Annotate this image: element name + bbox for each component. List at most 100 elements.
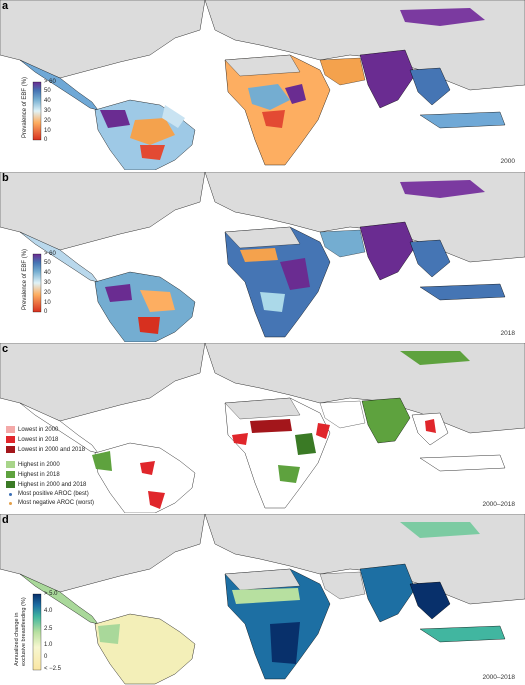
- legend-item: Most negative AROC (worst): [6, 500, 94, 506]
- colorbar-tick: 40: [44, 98, 51, 104]
- land-north-america: [0, 514, 206, 593]
- region-africa-red-sahel: [250, 419, 292, 433]
- panel-c: c Lowest in 2000 Lowest in 2018 Lowest i…: [0, 343, 525, 513]
- colorbar-tick: > 60: [44, 79, 56, 85]
- region-africa-north-grey: [224, 54, 301, 77]
- legend-swatch: [6, 481, 15, 488]
- region-south-america-orange: [140, 290, 175, 312]
- region-central-asia-purple: [400, 180, 485, 198]
- panel-b: b Prevalence of EBF (%) > 60 50 40 30 20…: [0, 172, 525, 342]
- region-south-america-orange: [130, 118, 175, 145]
- region-india: [359, 49, 416, 109]
- region-indonesia: [419, 283, 506, 301]
- land-south-america: [94, 442, 196, 513]
- region-africa-purple: [285, 84, 306, 104]
- legend-label: Highest in 2018: [18, 471, 60, 478]
- colorbar-tick: 1.0: [44, 642, 53, 648]
- legend-item: Lowest in 2000: [6, 426, 58, 433]
- region-central-asia-purple: [400, 8, 485, 26]
- colorbar-b: [32, 253, 42, 313]
- region-africa-blue: [248, 84, 290, 110]
- year-label-c: 2000–2018: [482, 501, 515, 508]
- region-middle-east: [319, 571, 366, 600]
- region-africa-sahel: [232, 588, 300, 604]
- region-africa-red-horn: [316, 423, 330, 439]
- panel-letter-c: c: [2, 343, 9, 355]
- colorbar-tick: 20: [44, 118, 51, 124]
- legend-swatch: [6, 471, 15, 478]
- region-south-america-lightblue: [162, 105, 185, 128]
- region-south-america-purple: [100, 110, 130, 128]
- land-eurasia: [204, 514, 525, 605]
- year-label-d: 2000–2018: [482, 674, 515, 681]
- region-southeast-asia: [409, 581, 451, 620]
- colorbar-tick: 2.5: [44, 626, 53, 632]
- land-north-america: [0, 0, 206, 79]
- region-central-asia-green: [400, 351, 470, 365]
- region-southeast-asia: [409, 239, 451, 278]
- legend-item: Highest in 2018: [6, 471, 60, 478]
- colorbar-tick: > 60: [44, 251, 56, 257]
- legend-label: Highest in 2000: [18, 461, 60, 468]
- legend-item: Most positive AROC (best): [6, 491, 89, 497]
- region-sa-red-1: [140, 461, 155, 475]
- colorbar-title-a: Prevalence of EBF (%): [22, 76, 28, 138]
- colorbar-tick: 30: [44, 280, 51, 286]
- colorbar-tick: < −2.5: [44, 666, 62, 672]
- land-mexico: [19, 231, 99, 283]
- region-africa-green-east: [295, 433, 316, 455]
- region-south-america-purple: [105, 284, 132, 302]
- panel-letter-b: b: [2, 172, 9, 184]
- region-southeast-asia: [409, 67, 451, 106]
- region-south-america-red: [140, 145, 165, 160]
- colorbar-d: [32, 593, 42, 671]
- legend-swatch: [6, 446, 15, 453]
- colorbar-tick: 20: [44, 290, 51, 296]
- region-central-asia: [400, 522, 480, 538]
- region-india-green: [361, 397, 411, 444]
- region-africa-green-south: [278, 465, 300, 483]
- colorbar-tick: 4.0: [44, 608, 53, 614]
- panel-letter-d: d: [2, 514, 9, 526]
- map-panel-c: [0, 343, 525, 513]
- land-eurasia: [204, 343, 525, 434]
- region-africa-north-grey: [224, 226, 301, 249]
- region-africa-red-west: [232, 433, 248, 445]
- legend-item: Highest in 2000: [6, 461, 60, 468]
- map-panel-b: [0, 172, 525, 342]
- region-indonesia: [419, 111, 506, 129]
- region-africa-north-grey: [224, 397, 301, 420]
- region-sa-green: [98, 624, 120, 644]
- map-panel-a: [0, 0, 525, 170]
- colorbar-tick: 10: [44, 300, 51, 306]
- legend-label: Most positive AROC (best): [18, 491, 89, 497]
- panel-d: d Annualized change in exclusive breastf…: [0, 514, 525, 685]
- colorbar-tick: 50: [44, 260, 51, 266]
- region-africa-red: [262, 110, 285, 128]
- region-indonesia: [419, 625, 506, 643]
- colorbar-tick: 50: [44, 88, 51, 94]
- legend-item: Lowest in 2018: [6, 436, 58, 443]
- colorbar-a: [32, 81, 42, 141]
- colorbar-title-b: Prevalence of EBF (%): [22, 248, 28, 310]
- legend-label: Lowest in 2000: [18, 426, 59, 433]
- land-africa: [224, 54, 331, 166]
- legend-swatch: [6, 436, 15, 443]
- region-india: [359, 221, 416, 281]
- colorbar-tick: 0: [44, 654, 48, 660]
- panel-letter-a: a: [2, 0, 9, 12]
- colorbar-tick: 40: [44, 270, 51, 276]
- colorbar-tick: 10: [44, 128, 51, 134]
- region-south-america-red: [138, 317, 160, 334]
- year-label-a: 2000: [500, 158, 515, 165]
- colorbar-title-d: Annualized change in exclusive breastfee…: [14, 597, 27, 666]
- land-mexico: [19, 573, 99, 625]
- legend-swatch: [6, 461, 15, 468]
- region-sea-red: [425, 419, 436, 433]
- land-north-america: [0, 343, 206, 422]
- region-sa-red-2: [148, 491, 165, 509]
- land-north-america: [0, 172, 206, 251]
- region-africa-north: [224, 568, 301, 591]
- legend-dot: [9, 492, 12, 496]
- legend-label: Most negative AROC (worst): [18, 500, 95, 506]
